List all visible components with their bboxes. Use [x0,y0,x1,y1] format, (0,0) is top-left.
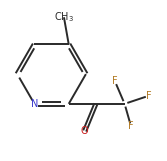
Text: F: F [146,91,151,101]
Text: O: O [81,126,89,136]
Text: F: F [112,76,118,86]
Text: F: F [128,121,134,131]
Text: N: N [31,99,38,109]
Text: CH$_3$: CH$_3$ [54,10,74,24]
